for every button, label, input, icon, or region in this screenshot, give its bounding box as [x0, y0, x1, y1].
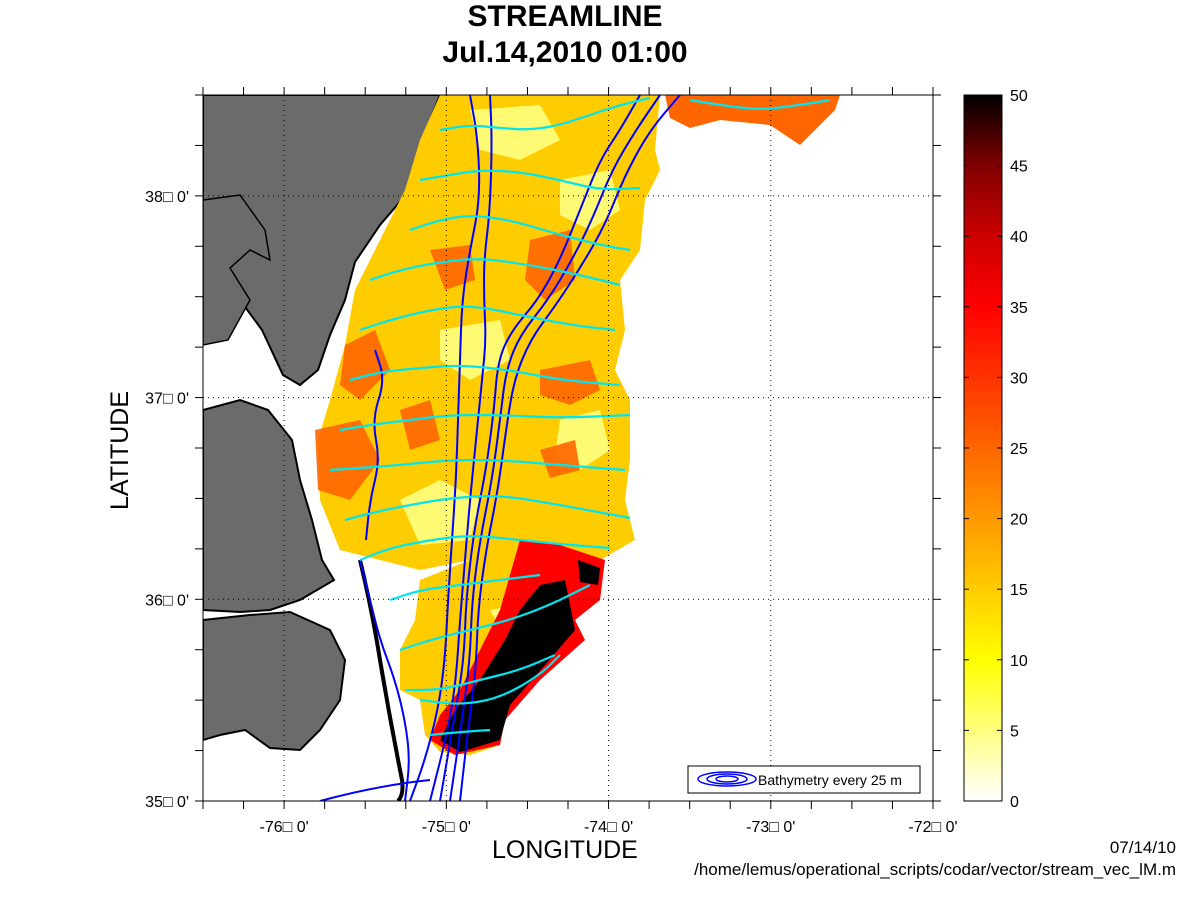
x-tick-label: -73□ 0' — [746, 819, 795, 836]
land-albemarle — [203, 610, 347, 752]
colorbar-tick-label: 0 — [1010, 794, 1019, 811]
speed-patch-high — [430, 245, 475, 290]
y-axis-label: LATITUDE — [106, 391, 134, 510]
speed-patch-low — [400, 480, 480, 545]
bathymetry-contour — [409, 95, 481, 801]
x-tick-label: -72□ 0' — [908, 819, 957, 836]
map-layer — [203, 95, 840, 801]
colorbar-tick-label: 25 — [1010, 441, 1028, 458]
bathymetry-contour — [449, 95, 661, 801]
streamline — [689, 98, 831, 110]
bathymetry-legend-label: Bathymetry every 25 m — [758, 772, 902, 788]
speed-core-black-small — [578, 560, 600, 585]
streamline — [329, 458, 626, 472]
speed-patch-low — [560, 170, 620, 230]
colorbar-tick-label: 5 — [1010, 723, 1019, 740]
x-tick-label: -76□ 0' — [260, 819, 309, 836]
streamline — [349, 364, 621, 387]
colorbar-tick-label: 15 — [1010, 582, 1028, 599]
y-tick-label: 37□ 0' — [145, 391, 189, 408]
x-axis-label: LONGITUDE — [492, 836, 638, 864]
bathymetry-contour — [439, 95, 641, 801]
bathymetry-contour — [459, 95, 681, 801]
footer-path: /home/lemus/operational_scripts/codar/ve… — [694, 860, 1176, 879]
x-tick-label: -75□ 0' — [422, 819, 471, 836]
colorbar-tick-label: 45 — [1010, 159, 1028, 176]
streamline — [399, 584, 591, 652]
bathymetry-contour-south — [319, 779, 431, 801]
speed-field-northeast — [665, 95, 840, 145]
chart-title: STREAMLINE — [467, 0, 663, 33]
speed-patch-high — [540, 360, 600, 405]
colorbar-tick-label: 35 — [1010, 300, 1028, 317]
bathymetry-legend-box — [687, 765, 921, 794]
bathymetry-legend-icon — [697, 771, 757, 787]
streamline — [419, 169, 641, 191]
streamline — [339, 413, 631, 432]
streamline — [359, 535, 611, 562]
outer-banks-shoreline — [358, 559, 405, 801]
y-tick-label: 38□ 0' — [145, 189, 189, 206]
bathymetry-contour-shelf — [359, 559, 410, 801]
colorbar-tick-label: 20 — [1010, 512, 1028, 529]
speed-patch-high — [525, 230, 575, 300]
bathymetry-contour — [429, 95, 493, 801]
speed-patch-high — [315, 420, 380, 500]
speed-patch-high — [540, 440, 580, 478]
streamline — [369, 258, 621, 287]
streamline — [389, 573, 541, 602]
bathymetry-legend-icon — [706, 773, 748, 785]
land-virginia-beach — [203, 398, 336, 614]
bathymetry-contour-shelf — [365, 349, 384, 541]
streamline — [359, 305, 616, 332]
x-tick-label: -74□ 0' — [584, 819, 633, 836]
y-tick-label: 35□ 0' — [145, 794, 189, 811]
streamline — [409, 215, 631, 252]
land-western-shore — [203, 194, 271, 346]
streamline — [419, 654, 561, 705]
speed-patch-high — [400, 400, 440, 450]
colorbar-tick-label: 10 — [1010, 653, 1028, 670]
colorbar-tick-label: 50 — [1010, 88, 1028, 105]
colorbar-tick-label: 30 — [1010, 370, 1028, 387]
streamline — [429, 728, 491, 737]
chart-subtitle: Jul.14,2010 01:00 — [442, 36, 688, 69]
y-tick-label: 36□ 0' — [145, 592, 189, 609]
speed-patch-high — [340, 330, 390, 400]
speed-patch-low — [470, 105, 560, 160]
colorbar — [963, 94, 1003, 802]
streamline — [439, 96, 651, 132]
streamline — [404, 653, 556, 692]
footer-date: 07/14/10 — [1109, 838, 1176, 857]
bathymetry-legend-icon — [715, 775, 739, 783]
speed-core-black — [440, 580, 575, 752]
streamline — [344, 495, 631, 522]
colorbar-tick-label: 40 — [1010, 229, 1028, 246]
